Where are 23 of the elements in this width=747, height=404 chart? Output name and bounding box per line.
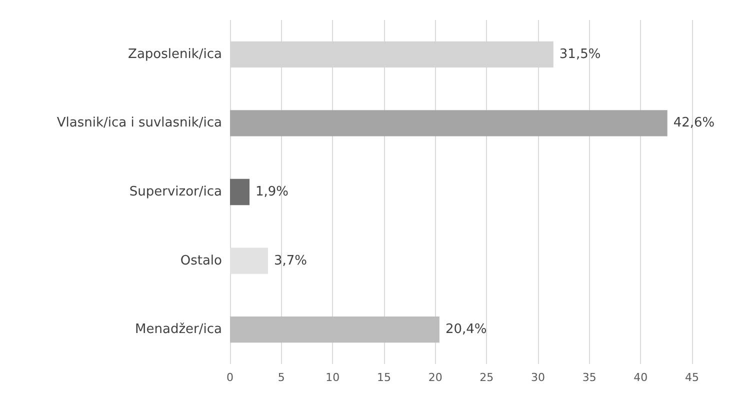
x-tick-label: 15 [377,371,391,384]
data-label: 1,9% [256,184,289,200]
x-tick-label: 45 [685,371,699,384]
y-tick-label: Ostalo [180,253,222,268]
bar [230,178,250,206]
x-tick-label: 30 [531,371,545,384]
x-tick-label: 10 [326,371,340,384]
data-label: 31,5% [559,46,601,62]
x-tick-label: 20 [428,371,442,384]
x-tick-label: 5 [278,371,285,384]
x-tick-label: 35 [582,371,596,384]
data-label: 42,6% [673,116,715,131]
x-tick-label: 25 [480,371,494,384]
y-tick-label: Zaposlenik/ica [128,46,222,62]
y-tick-label: Supervizor/ica [129,184,222,200]
y-tick-label: Menadžer/ica [135,322,222,338]
bar [230,110,668,136]
bar [230,316,440,343]
x-tick-label: 0 [226,371,234,384]
data-label: 3,7% [274,253,308,268]
data-label: 20,4% [445,322,487,338]
x-tick-label: 40 [634,371,648,384]
y-tick-label: Vlasnik/ica i suvlasnik/ica [56,116,222,131]
